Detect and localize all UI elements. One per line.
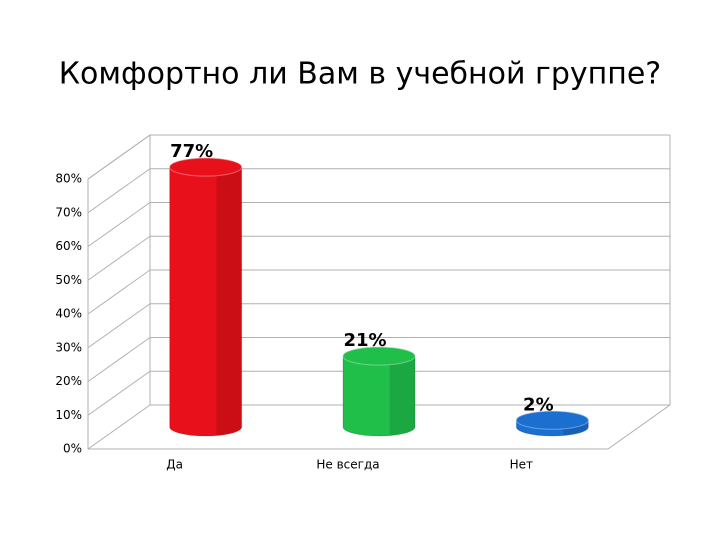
tick-diagonal <box>87 370 151 416</box>
y-tick-label: 10% <box>55 408 82 422</box>
chart-title: Комфортно ли Вам в учебной группе? <box>59 57 661 92</box>
bar-shade <box>389 356 415 436</box>
tick-diagonal <box>87 404 151 450</box>
y-tick-label: 30% <box>55 340 82 354</box>
y-tick-label: 20% <box>55 374 82 388</box>
value-label: 77% <box>170 141 213 162</box>
floor-edge <box>607 404 671 450</box>
tick-diagonal <box>87 168 151 214</box>
bar-top <box>169 157 243 177</box>
tick-diagonal <box>87 134 151 180</box>
y-tick-label: 60% <box>55 239 82 253</box>
y-tick-label: 0% <box>63 442 82 456</box>
y-tick-label: 70% <box>55 205 82 219</box>
value-label: 2% <box>523 394 554 415</box>
tick-diagonal <box>87 269 151 315</box>
tick-diagonal <box>87 303 151 349</box>
bar-top <box>342 346 416 366</box>
tick-diagonal <box>87 337 151 382</box>
y-tick-label: 40% <box>55 307 82 321</box>
x-tick-label: Не всегда <box>316 458 379 472</box>
y-tick-label: 50% <box>55 273 82 287</box>
bar-shade <box>216 167 242 436</box>
y-tick-label: 80% <box>55 172 82 186</box>
x-tick-label: Нет <box>510 458 533 472</box>
tick-diagonal <box>87 202 151 247</box>
tick-diagonal <box>87 235 151 281</box>
bar-top <box>515 410 589 430</box>
value-label: 21% <box>343 330 386 351</box>
x-tick-label: Да <box>166 458 183 472</box>
